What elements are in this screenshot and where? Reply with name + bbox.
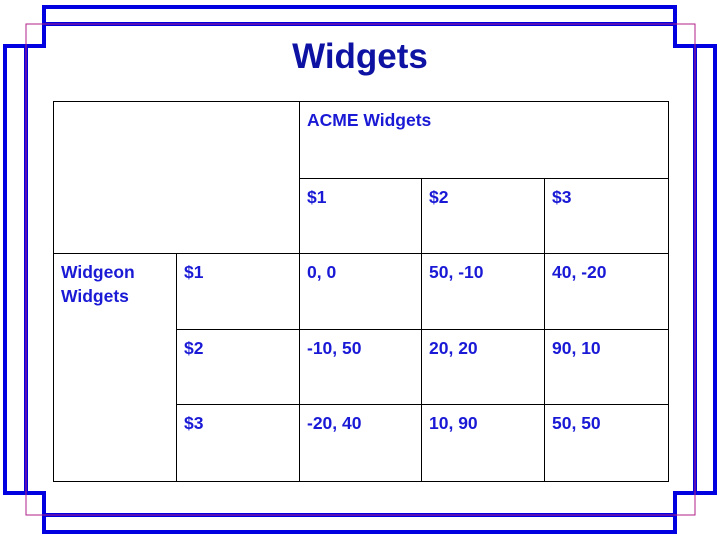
payoff-cell: 40, -20 [543, 253, 670, 330]
column-strategy-2: $2 [421, 178, 545, 254]
payoff-cell: 0, 0 [299, 253, 422, 330]
column-player-label: ACME Widgets [298, 101, 670, 179]
empty-corner-cell [53, 101, 300, 254]
table-row: Widgeon Widgets $1 0, 0 50, -10 40, -20 [53, 253, 670, 482]
row-strategy-3: $3 [176, 404, 300, 482]
header-row-player: ACME Widgets [53, 101, 670, 254]
payoff-cell: 10, 90 [421, 404, 545, 482]
payoff-cell: 50, -10 [421, 253, 545, 330]
payoff-cell: 90, 10 [543, 329, 670, 405]
row-strategy-2: $2 [176, 329, 300, 405]
payoff-matrix: ACME Widgets $1 $2 $3 Widgeon Widgets $1… [53, 101, 670, 482]
table-row: $3 -20, 40 10, 90 50, 50 [54, 404, 670, 482]
payoff-cell: 20, 20 [421, 329, 545, 405]
table-row: $2 -10, 50 20, 20 90, 10 [54, 329, 670, 405]
row-player-label: Widgeon Widgets [53, 253, 177, 482]
header-row-strategies: $1 $2 $3 [54, 178, 670, 254]
payoff-cell: -20, 40 [299, 404, 422, 482]
row-strategy-1: $1 [176, 253, 300, 330]
column-strategy-1: $1 [299, 178, 422, 254]
inner-guide-rect [25, 23, 696, 516]
page-title: Widgets [292, 37, 428, 76]
payoff-cell: -10, 50 [299, 329, 422, 405]
column-strategy-3: $3 [543, 178, 670, 254]
payoff-cell: 50, 50 [543, 404, 670, 482]
